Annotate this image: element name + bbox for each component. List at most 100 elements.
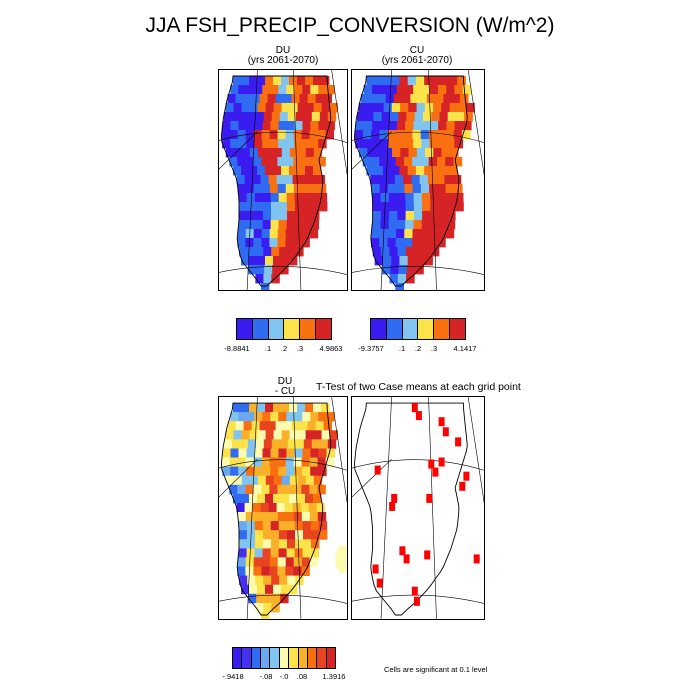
data-cell [397, 202, 407, 212]
diff-tick-label: 1.3916 [322, 672, 346, 681]
data-cell [261, 512, 271, 522]
data-cell [433, 103, 442, 113]
data-cell [273, 475, 283, 486]
data-cell [285, 512, 295, 522]
data-cell [388, 121, 398, 131]
ttest-panel-title: T-Test of two Case means at each grid po… [316, 381, 521, 393]
data-cell [381, 112, 391, 122]
data-cell [273, 103, 282, 113]
data-cell [294, 466, 303, 477]
data-cell [388, 193, 398, 203]
data-cell [279, 439, 289, 449]
data-cell [429, 85, 439, 95]
data-cell [399, 166, 409, 176]
data-cell [404, 130, 413, 140]
data-cell [422, 211, 431, 221]
data-cell [265, 76, 274, 86]
data-cell [293, 457, 302, 467]
data-cell [415, 76, 425, 86]
data-cell [399, 256, 409, 266]
data-cell [453, 157, 463, 167]
data-cell [420, 238, 430, 248]
data-cell [405, 202, 415, 212]
data-cell [424, 256, 433, 266]
data-cell [315, 421, 324, 431]
data-cell [413, 139, 422, 149]
data-cell [289, 76, 298, 86]
data-cell [272, 593, 281, 604]
data-cell [249, 76, 258, 86]
data-cell [236, 503, 245, 513]
data-cell [262, 412, 271, 422]
data-cell [424, 103, 434, 113]
data-cell [255, 530, 264, 540]
data-cell [381, 247, 390, 257]
data-cell [235, 94, 244, 104]
data-cell [405, 247, 415, 257]
du-map-panel [218, 69, 348, 291]
data-cell [301, 184, 311, 194]
data-cell [277, 184, 287, 194]
data-cell [289, 148, 299, 158]
data-cell [276, 503, 285, 513]
data-cell [389, 211, 398, 221]
data-cell [437, 238, 446, 248]
significant-cell [413, 596, 420, 606]
data-cell [277, 157, 286, 167]
data-cell [253, 184, 263, 194]
data-cell [406, 265, 416, 275]
data-cell [372, 202, 382, 212]
data-cell [413, 220, 423, 230]
data-cell [278, 85, 287, 95]
data-cell [388, 139, 397, 149]
data-cell [317, 130, 326, 140]
data-cell [277, 457, 286, 467]
colorbar-swatch [326, 648, 335, 668]
data-cell [319, 530, 328, 540]
data-cell [277, 484, 286, 495]
data-cell [276, 175, 285, 185]
data-cell [373, 112, 383, 122]
data-cell [265, 493, 274, 504]
colorbar-swatch [284, 319, 301, 339]
data-cell [420, 229, 430, 239]
data-cell [279, 247, 288, 257]
data-cell [249, 148, 259, 158]
data-cell [257, 148, 267, 158]
data-cell [271, 247, 280, 257]
data-cell [273, 493, 282, 504]
data-cell [255, 439, 265, 449]
data-cell [327, 112, 337, 122]
data-cell [286, 85, 295, 95]
data-cell [379, 130, 389, 140]
coastline [354, 75, 468, 287]
data-cell [255, 247, 264, 257]
data-cell [246, 193, 256, 203]
data-cell [387, 130, 397, 140]
data-cell [382, 76, 392, 86]
data-cell [269, 157, 278, 167]
data-cell [299, 94, 308, 104]
data-cell [313, 430, 322, 440]
data-cell [270, 139, 279, 149]
data-cell [229, 457, 238, 467]
data-cell [355, 139, 364, 149]
data-cell [261, 566, 270, 576]
data-cell [259, 421, 268, 431]
data-cell [408, 148, 418, 158]
data-cell [249, 256, 258, 266]
data-cell [449, 148, 459, 158]
diff-tick-label: -.08 [259, 672, 273, 681]
data-cell [285, 229, 295, 239]
data-cell [386, 175, 396, 185]
data-cell [233, 475, 243, 486]
data-cell [297, 475, 307, 486]
data-cell [262, 193, 272, 203]
map-graticule [352, 70, 484, 290]
data-cell [233, 103, 242, 113]
data-cell [237, 184, 247, 194]
data-cell [413, 193, 423, 203]
data-cell [222, 466, 231, 477]
du-panel-title: DU (yrs 2061-2070) [218, 46, 348, 66]
data-cell [363, 139, 373, 149]
